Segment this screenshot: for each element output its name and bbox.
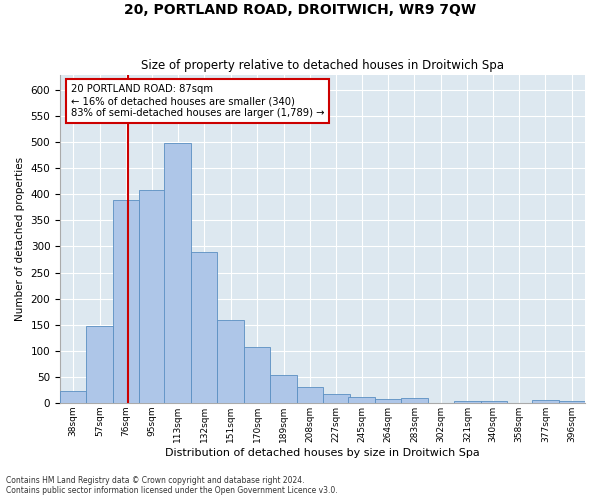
X-axis label: Distribution of detached houses by size in Droitwich Spa: Distribution of detached houses by size …	[165, 448, 480, 458]
Bar	[297, 387, 323, 403]
Title: Size of property relative to detached houses in Droitwich Spa: Size of property relative to detached ho…	[141, 59, 504, 72]
Bar	[348, 396, 375, 403]
Bar	[559, 401, 585, 403]
Y-axis label: Number of detached properties: Number of detached properties	[15, 156, 25, 320]
Bar	[270, 375, 297, 403]
Bar	[113, 200, 139, 403]
Bar	[139, 190, 166, 403]
Bar	[323, 394, 350, 403]
Bar	[217, 320, 244, 403]
Bar	[86, 326, 113, 403]
Text: 20 PORTLAND ROAD: 87sqm
← 16% of detached houses are smaller (340)
83% of semi-d: 20 PORTLAND ROAD: 87sqm ← 16% of detache…	[71, 84, 324, 117]
Bar	[244, 346, 270, 403]
Bar	[191, 252, 217, 403]
Bar	[454, 400, 481, 403]
Text: 20, PORTLAND ROAD, DROITWICH, WR9 7QW: 20, PORTLAND ROAD, DROITWICH, WR9 7QW	[124, 2, 476, 16]
Bar	[164, 144, 191, 403]
Bar	[401, 398, 428, 403]
Bar	[60, 391, 86, 403]
Bar	[481, 400, 507, 403]
Text: Contains HM Land Registry data © Crown copyright and database right 2024.
Contai: Contains HM Land Registry data © Crown c…	[6, 476, 338, 495]
Bar	[375, 399, 401, 403]
Bar	[532, 400, 559, 403]
